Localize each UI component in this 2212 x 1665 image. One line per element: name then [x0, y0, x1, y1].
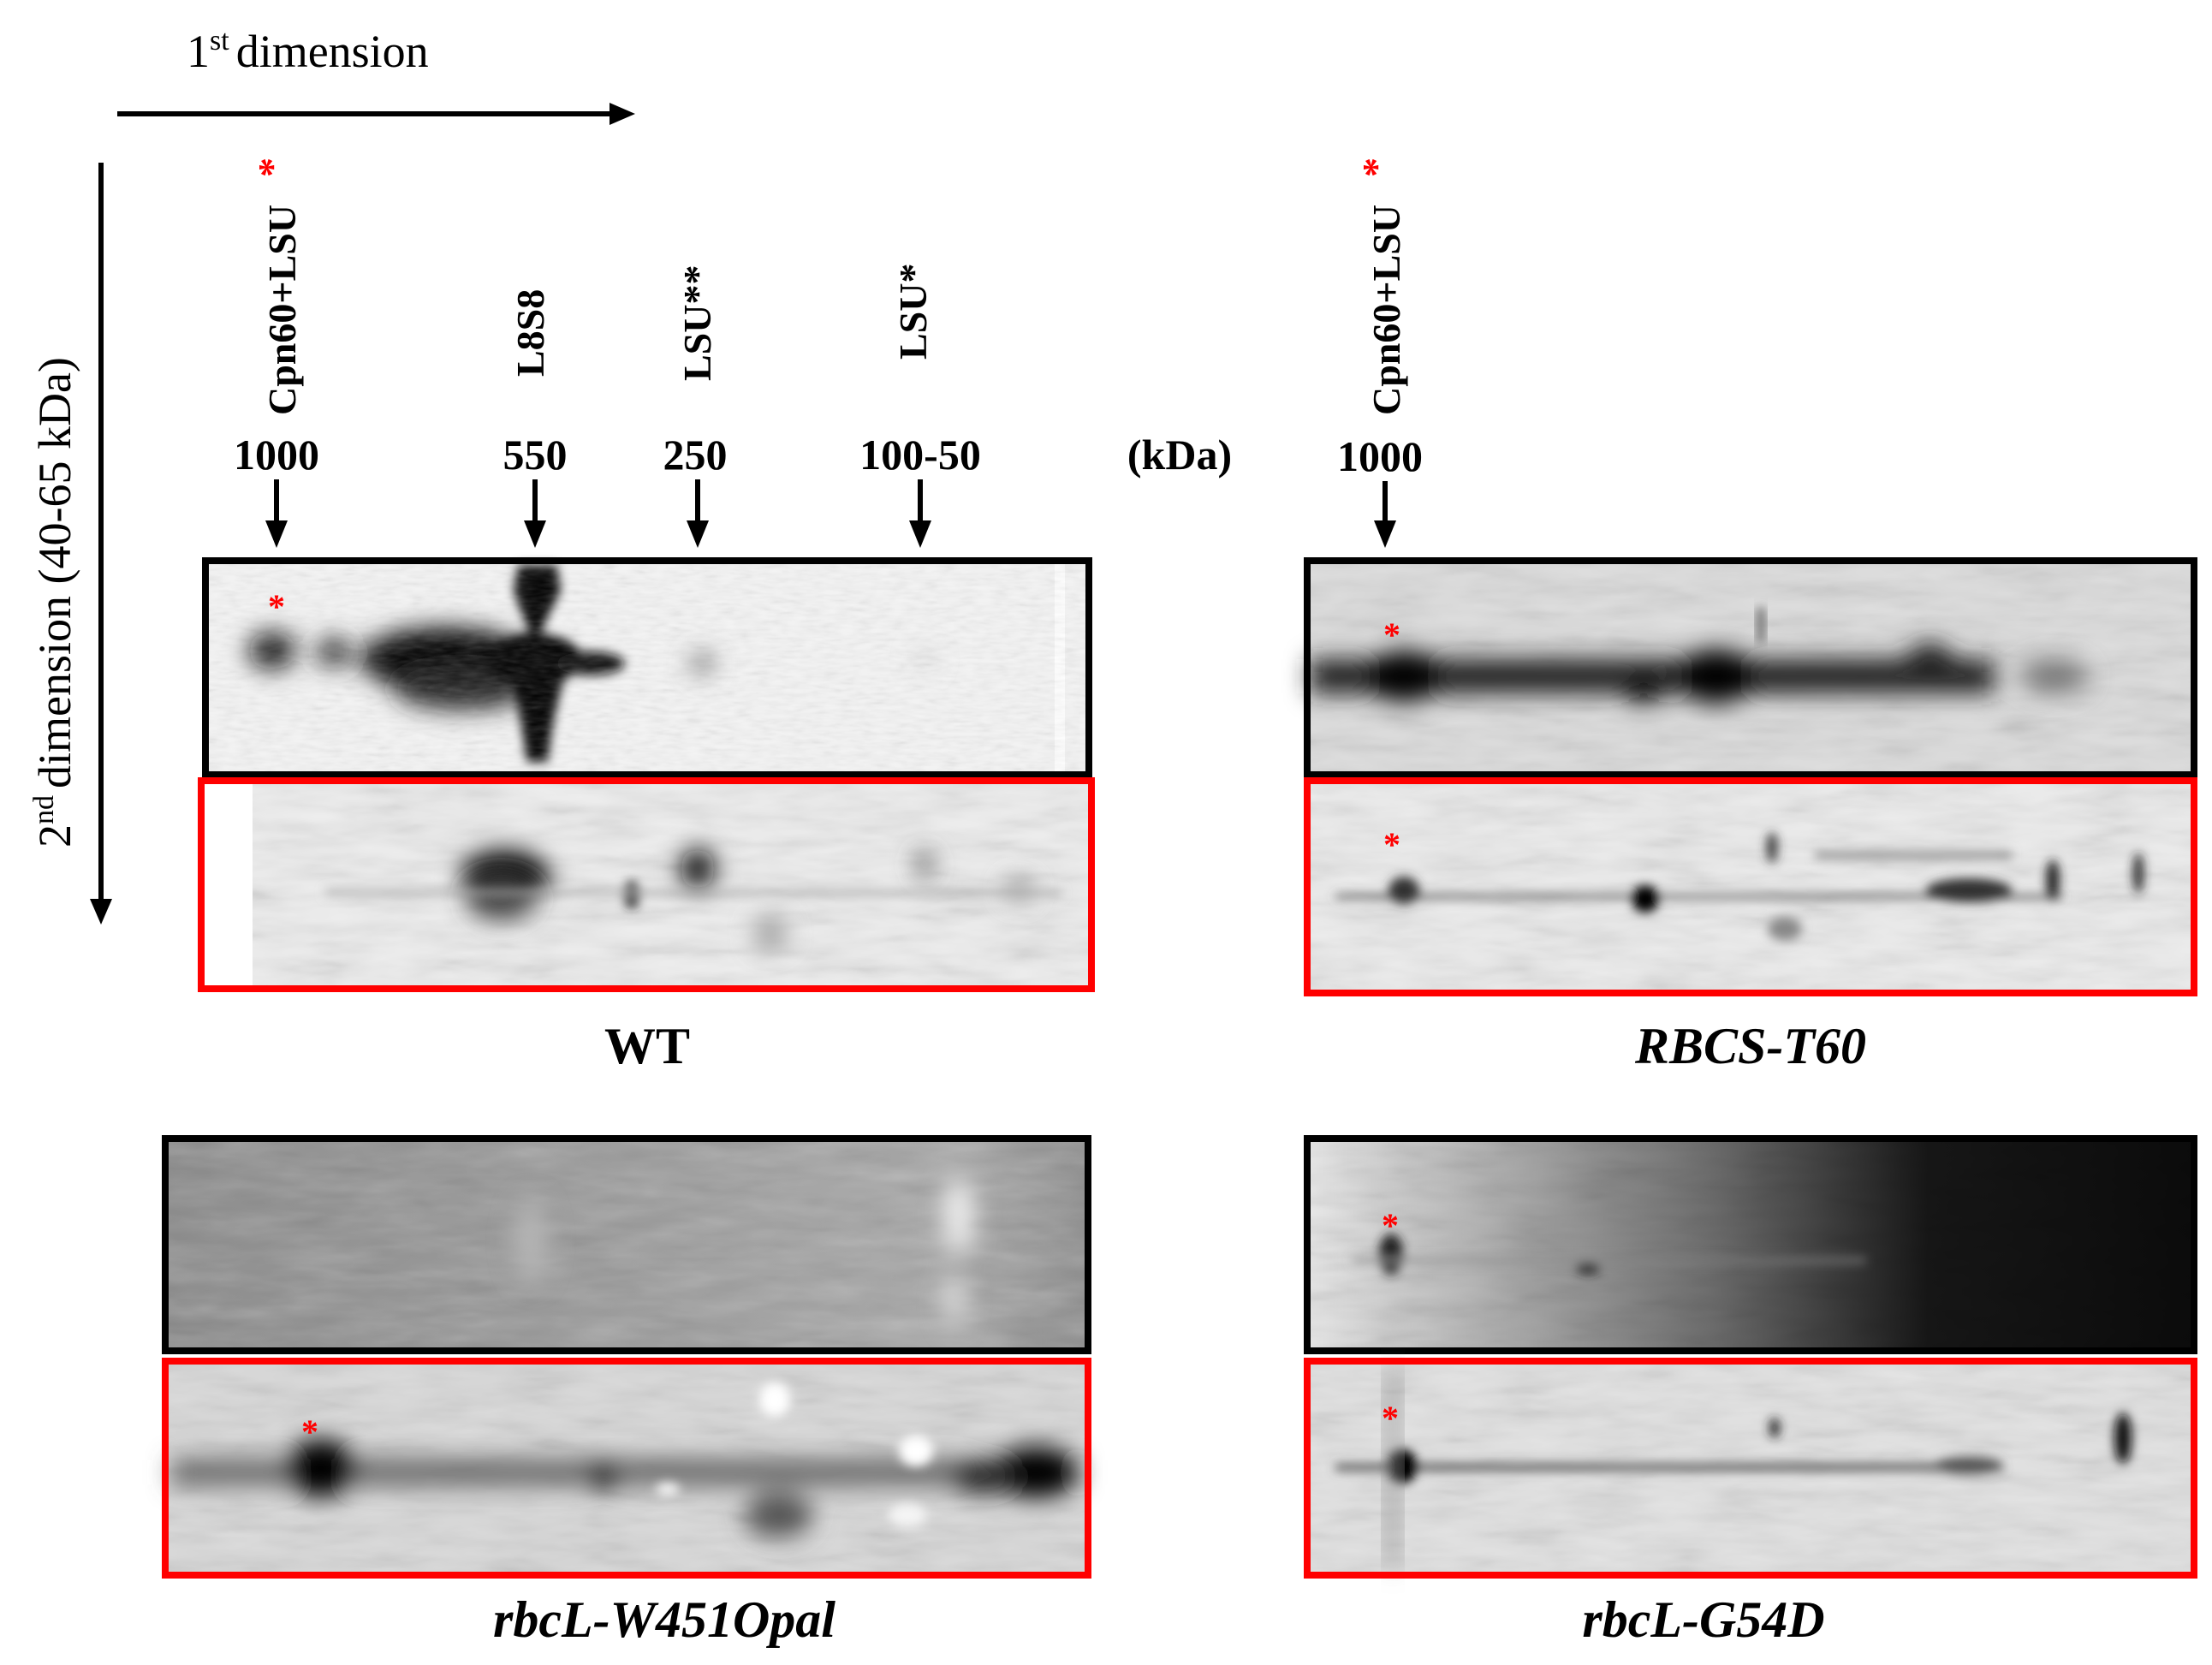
g54d-blot-black: * [1304, 1135, 2197, 1354]
red-frame [1304, 1358, 2197, 1579]
second-dimension-label: 2nddimension (40-65 kDa) [28, 357, 80, 847]
spot-marker-star: * [301, 1412, 318, 1451]
marker-label-cpn60-lsu: Cpn60+LSU [1365, 205, 1408, 415]
red-frame [1304, 777, 2197, 996]
marker-label-cpn60-lsu: Cpn60+LSU [260, 205, 304, 415]
arrow-down-icon [1374, 520, 1396, 548]
black-frame [162, 1135, 1091, 1354]
unit-kda: (kDa) [1127, 431, 1232, 479]
size-arrows [274, 479, 923, 524]
size-1000: 1000 [234, 431, 319, 479]
size-250: 250 [663, 431, 728, 479]
t60-blot-red: * [1304, 777, 2197, 996]
marker-label-lsu-star: LSU* [891, 264, 935, 360]
black-frame [1304, 557, 2197, 778]
black-frame [1304, 1135, 2197, 1354]
arrow-down-icon [265, 520, 288, 548]
w451-blot-red: * [162, 1358, 1091, 1579]
g54d-blot-red: * [1304, 1358, 2197, 1579]
arrow-down-icon [687, 520, 709, 548]
second-dimension-axis: 2nddimension (40-65 kDa) [28, 163, 112, 925]
wt-panel: * WT [198, 557, 1095, 1074]
marker-label-l8s8: L8S8 [508, 289, 552, 377]
panel-caption-rbcs-t60: RBCS-T60 [1634, 1018, 1866, 1074]
size-100-50: 100-50 [859, 431, 981, 479]
panel-caption-rbcl-w451opal: rbcL-W451Opal [493, 1591, 835, 1648]
t60-panel: * * RBCS-T60 [1304, 557, 2197, 1074]
wt-size-markers: 1000 550 250 100-50 (kDa) [234, 431, 1232, 548]
spot-marker-star: * [1382, 1206, 1399, 1245]
marker-label-lsu-double-star: LSU** [675, 265, 719, 381]
w451-blot-black [162, 1135, 1091, 1354]
size-550: 550 [503, 431, 568, 479]
spot-marker-star: * [1383, 615, 1400, 654]
arrow-down-icon [909, 520, 931, 548]
first-dimension-arrowhead [609, 103, 635, 125]
panel-caption-wt: WT [604, 1018, 690, 1074]
red-frame [198, 777, 1095, 992]
first-dimension-label: 1st dimension [187, 25, 429, 77]
t60-blot-black: * [1304, 557, 2197, 778]
size-1000: 1000 [1337, 432, 1423, 480]
red-star-marker: * [250, 158, 294, 177]
red-star-marker: * [1354, 158, 1398, 177]
g54d-panel: * * rbcL-G54D [1304, 1135, 2197, 1648]
t60-markers: Cpn60+LSU * 1000 [1337, 158, 1423, 548]
wt-blot-red [198, 777, 1095, 992]
arrow-down-icon [524, 520, 546, 548]
red-frame [162, 1358, 1091, 1579]
second-dimension-arrowhead [90, 899, 112, 925]
spot-marker-star: * [1382, 1399, 1399, 1437]
first-dimension-axis: 1st dimension [117, 25, 635, 125]
black-frame [202, 557, 1092, 778]
wt-blot-black: * [202, 557, 1092, 778]
spot-marker-star: * [268, 587, 285, 626]
panel-caption-rbcl-g54d: rbcL-G54D [1582, 1591, 1824, 1648]
spot-marker-star: * [1383, 825, 1400, 864]
w451-panel: * rbcL-W451Opal [162, 1135, 1091, 1648]
wt-marker-labels: Cpn60+LSU * L8S8 LSU** LSU* [250, 158, 935, 415]
